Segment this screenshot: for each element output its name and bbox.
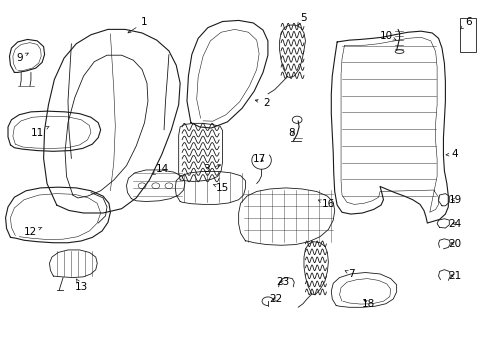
Text: 22: 22: [269, 294, 282, 304]
Text: 11: 11: [31, 126, 49, 138]
Text: 4: 4: [445, 149, 458, 159]
Text: 12: 12: [23, 227, 42, 237]
Text: 8: 8: [287, 129, 294, 138]
Text: 23: 23: [275, 277, 288, 287]
Text: 10: 10: [379, 31, 395, 41]
Text: 9: 9: [16, 53, 28, 63]
Text: 19: 19: [447, 195, 461, 205]
Text: 16: 16: [318, 199, 334, 210]
Text: 7: 7: [345, 269, 354, 279]
Text: 2: 2: [255, 98, 269, 108]
Text: 24: 24: [447, 219, 461, 229]
Text: 14: 14: [152, 164, 169, 174]
Text: 3: 3: [203, 164, 220, 174]
Text: 15: 15: [213, 183, 229, 193]
Text: 6: 6: [460, 17, 471, 29]
Text: 21: 21: [447, 271, 461, 281]
Bar: [459, 18, 475, 51]
Text: 18: 18: [362, 299, 375, 309]
Text: 13: 13: [74, 279, 87, 292]
Text: 1: 1: [128, 17, 147, 33]
Text: 17: 17: [252, 154, 265, 164]
Text: 20: 20: [447, 239, 461, 249]
Text: 5: 5: [297, 13, 305, 26]
